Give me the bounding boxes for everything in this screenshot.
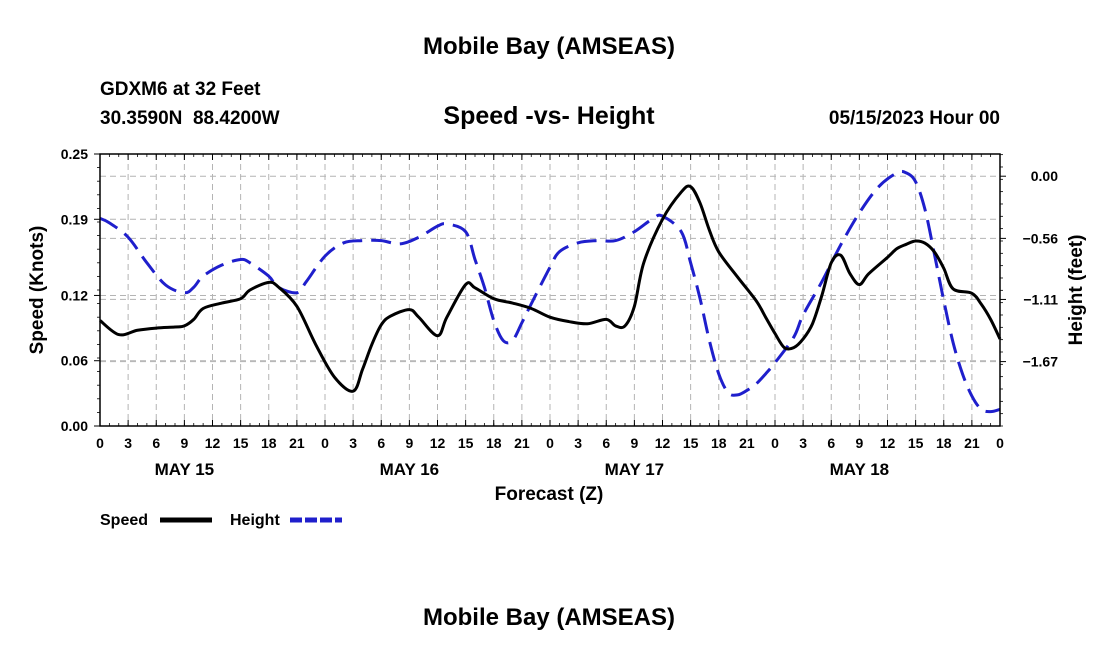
x-tick-label: 0	[546, 435, 554, 451]
x-tick-label: 12	[880, 435, 896, 451]
x-axis-label: Forecast (Z)	[495, 484, 604, 505]
y-right-tick-label: −0.56	[1023, 230, 1059, 246]
day-labels: MAY 15 MAY 16 MAY 17 MAY 18	[155, 460, 890, 479]
x-tick-label: 18	[711, 435, 727, 451]
x-tick-label: 9	[180, 435, 188, 451]
x-tick-label: 18	[486, 435, 502, 451]
x-tick-label: 15	[683, 435, 699, 451]
x-tick-label: 9	[405, 435, 413, 451]
series-layer	[99, 169, 1002, 414]
top-title: Mobile Bay (AMSEAS)	[423, 33, 675, 60]
y-right-tick-label: −1.11	[1023, 291, 1058, 307]
x-tick-label: 12	[430, 435, 446, 451]
x-tick-label: 3	[799, 435, 807, 451]
x-tick-label: 15	[233, 435, 249, 451]
y-left-tick-label: 0.06	[61, 353, 88, 369]
y-right-tick-labels: 0.00 −0.56 −1.11 −1.67	[1023, 168, 1059, 369]
grid-lines	[100, 154, 1000, 426]
bottom-title: Mobile Bay (AMSEAS)	[423, 604, 675, 631]
x-tick-label: 6	[152, 435, 160, 451]
x-tick-label: 3	[349, 435, 357, 451]
x-tick-label: 21	[289, 435, 305, 451]
x-tick-label: 6	[602, 435, 610, 451]
x-tick-label: 0	[996, 435, 1004, 451]
y-right-tick-label: −1.67	[1023, 354, 1059, 370]
coords-label: 30.3590N 88.4200W	[100, 108, 280, 129]
y-left-tick-label: 0.12	[61, 287, 88, 303]
x-tick-label: 6	[377, 435, 385, 451]
legend: Speed Height	[100, 512, 342, 529]
x-tick-label: 18	[936, 435, 952, 451]
axis-ticks	[94, 153, 1006, 427]
x-tick-label: 9	[630, 435, 638, 451]
y-left-tick-labels: 0.00 0.06 0.12 0.19 0.25	[61, 146, 88, 434]
x-tick-label: 18	[261, 435, 277, 451]
day-label: MAY 18	[830, 460, 890, 479]
height-series-line	[99, 169, 1001, 414]
speed-series-line	[99, 184, 1002, 393]
x-tick-label: 21	[514, 435, 530, 451]
legend-speed-label: Speed	[100, 512, 148, 529]
y-right-axis-label: Height (feet)	[1066, 235, 1087, 346]
y-right-tick-label: 0.00	[1031, 168, 1058, 184]
x-tick-label: 0	[771, 435, 779, 451]
x-tick-label: 21	[739, 435, 755, 451]
y-left-tick-label: 0.00	[61, 418, 88, 434]
chart-title: Speed -vs- Height	[443, 102, 655, 130]
x-tick-label: 0	[321, 435, 329, 451]
x-tick-label: 3	[574, 435, 582, 451]
x-tick-label: 6	[827, 435, 835, 451]
day-label: MAY 16	[380, 460, 440, 479]
x-tick-label: 0	[96, 435, 104, 451]
day-label: MAY 17	[605, 460, 665, 479]
x-tick-label: 21	[964, 435, 980, 451]
x-tick-label: 12	[205, 435, 221, 451]
station-label: GDXM6 at 32 Feet	[100, 79, 261, 100]
y-left-tick-label: 0.25	[61, 146, 88, 162]
y-left-tick-label: 0.19	[61, 211, 88, 227]
x-tick-label: 12	[655, 435, 671, 451]
day-label: MAY 15	[155, 460, 215, 479]
y-left-axis-label: Speed (Knots)	[27, 226, 48, 355]
x-tick-label: 15	[458, 435, 474, 451]
x-tick-label: 3	[124, 435, 132, 451]
x-tick-label: 15	[908, 435, 924, 451]
datetime-label: 05/15/2023 Hour 00	[829, 108, 1000, 129]
legend-height-label: Height	[230, 512, 280, 529]
x-tick-labels: 0 3 6 9 12 15 18 21 0 3 6 9 12 15 18 21 0 3 6 9 12 15 18 21 0 3 6 9…	[96, 435, 1004, 451]
x-tick-label: 9	[855, 435, 863, 451]
